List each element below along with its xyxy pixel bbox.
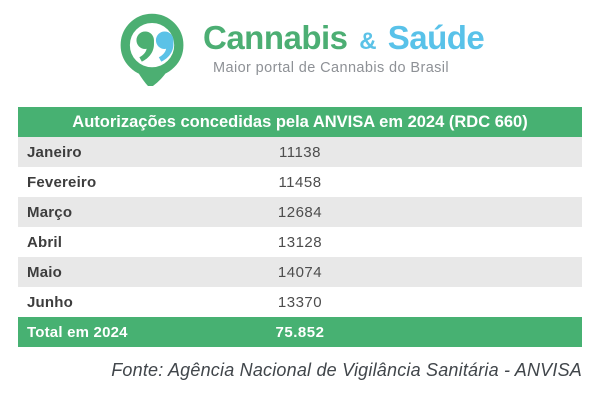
table-row: Janeiro 11138: [18, 137, 582, 167]
month-value: 14074: [277, 263, 323, 281]
total-label: Total em 2024: [27, 323, 128, 341]
month-label: Janeiro: [27, 143, 82, 161]
logo: Cannabis & Saúde Maior portal de Cannabi…: [116, 12, 485, 86]
authorizations-table: Autorizações concedidas pela ANVISA em 2…: [18, 107, 582, 347]
logo-text: Cannabis & Saúde Maior portal de Cannabi…: [203, 12, 485, 76]
source-note: Fonte: Agência Nacional de Vigilância Sa…: [111, 360, 582, 380]
speech-bubble-quotes-icon: [120, 13, 184, 86]
logo-title-ampersand: &: [359, 28, 377, 55]
month-value: 11138: [279, 143, 321, 161]
table-row: Fevereiro 11458: [18, 167, 582, 197]
month-label: Abril: [27, 233, 63, 251]
month-label: Maio: [27, 263, 62, 281]
logo-title-main: Cannabis: [203, 19, 348, 56]
month-value: 13370: [277, 293, 323, 311]
month-value: 12684: [277, 203, 323, 221]
table-row: Abril 13128: [18, 227, 582, 257]
table-row: Março 12684: [18, 197, 582, 227]
logo-subtitle: Maior portal de Cannabis do Brasil: [213, 60, 450, 76]
table-row: Junho 13370: [18, 287, 582, 317]
month-label: Junho: [27, 293, 73, 311]
month-value: 11458: [278, 173, 322, 191]
logo-title-accent: Saúde: [387, 19, 485, 56]
logo-title: Cannabis & Saúde: [203, 19, 485, 56]
month-label: Fevereiro: [27, 173, 97, 191]
month-value: 13128: [277, 233, 323, 251]
table-row: Maio 14074: [18, 257, 582, 287]
table-title: Autorizações concedidas pela ANVISA em 2…: [18, 107, 582, 137]
table-total-row: Total em 2024 75.852: [18, 317, 582, 347]
total-value: 75.852: [275, 323, 325, 341]
month-label: Março: [27, 203, 73, 221]
